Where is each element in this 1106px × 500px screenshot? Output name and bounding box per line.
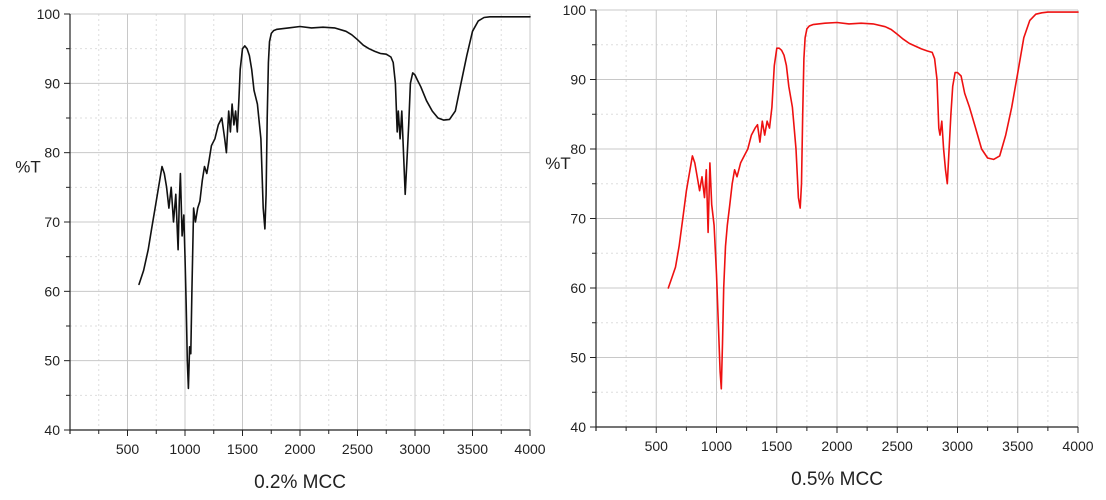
y-tick-label: 100 [37, 6, 61, 22]
x-tick-label: 1000 [701, 438, 732, 454]
y-tick-label: 70 [570, 211, 586, 227]
grid [596, 9, 1079, 427]
series-line-0 [138, 15, 531, 390]
x-tick-label: 3500 [1002, 438, 1033, 454]
y-tick-label: 100 [563, 2, 587, 18]
y-tick-label: 40 [44, 422, 60, 438]
grid [70, 13, 531, 430]
x-tick-label: 1000 [169, 441, 200, 457]
x-tick-label: 3000 [399, 441, 430, 457]
y-tick-label: 50 [570, 350, 586, 366]
x-tick-label: 4000 [1062, 438, 1093, 454]
x-tick-label: 4000 [514, 441, 545, 457]
x-tick-label: 2500 [342, 441, 373, 457]
y-tick-label: 60 [44, 283, 60, 299]
x-tick-label: 3500 [457, 441, 488, 457]
chart-title: 0.5% MCC [791, 469, 883, 490]
chart-panel-0-2-mcc: 500 1000 1500 2000 2500 3000 3500 4000 40 50 60 70 8… [15, 6, 546, 493]
x-tick-label: 500 [116, 441, 140, 457]
y-tick-label: 90 [44, 75, 60, 91]
x-tick-label: 1500 [761, 438, 792, 454]
x-tick-label: 2000 [284, 441, 315, 457]
x-tick-label: 3000 [942, 438, 973, 454]
y-tick-label: 50 [44, 353, 60, 369]
chart-panel-0-5-mcc: 500 1000 1500 2000 2500 3000 3500 4000 40 50 60 70 8… [545, 2, 1094, 490]
y-tick-label: 80 [570, 141, 586, 157]
y-axis-title: %T [15, 158, 41, 177]
y-tick-label: 40 [570, 419, 586, 435]
y-tick-label: 70 [44, 214, 60, 230]
y-tick-label: 60 [570, 280, 586, 296]
chart-title: 0.2% MCC [254, 472, 346, 493]
y-tick-label: 90 [570, 72, 586, 88]
series-line-0 [667, 11, 1079, 390]
y-tick-label: 80 [44, 145, 60, 161]
x-tick-label: 1500 [227, 441, 258, 457]
y-axis-title: %T [545, 154, 571, 173]
x-tick-label: 2500 [882, 438, 913, 454]
x-tick-label: 500 [645, 438, 669, 454]
x-tick-label: 2000 [821, 438, 852, 454]
